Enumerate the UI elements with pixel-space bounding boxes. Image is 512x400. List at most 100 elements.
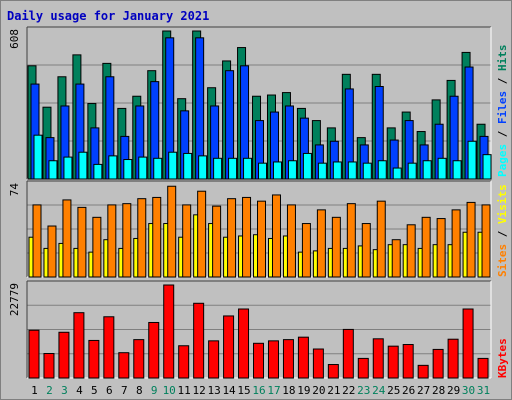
legend-separator: / [496,224,509,244]
sites-bar [47,225,57,278]
kbytes-bar [103,316,115,379]
pages-bar [228,157,238,180]
kbytes-bar [58,331,70,379]
day-label: 6 [106,384,113,397]
day-label: 16 [252,384,265,397]
legend-separator: / [496,124,509,144]
kbytes-bar [88,339,100,379]
pages-bar [153,157,163,180]
kbytes-bar [178,345,190,379]
day-label: 14 [222,384,236,397]
day-label: 28 [432,384,445,397]
kbytes-bar [357,357,369,379]
day-label: 1 [31,384,38,397]
pages-bar [467,140,477,180]
legend-separator: / [496,71,509,91]
day-label: 18 [282,384,295,397]
kbytes-bar [267,340,279,379]
day-label: 19 [297,384,310,397]
pages-bar [78,151,88,180]
sites-bar [466,201,476,278]
day-label: 5 [91,384,98,397]
kbytes-bar [133,339,145,379]
sites-bar [421,216,431,278]
kbytes-panel: 22779 [8,280,492,379]
kbytes-bar [253,342,265,379]
legend-kbytes: KBytes [496,338,509,378]
chart-title: Daily usage for January 2021 [7,9,209,23]
legend-visits: Visits [496,184,509,224]
sites-bar [107,204,117,278]
sites-bar [182,204,192,278]
pages-bar [317,162,327,180]
pages-bar [407,162,417,180]
day-label: 12 [193,384,206,397]
kbytes-bar [312,348,324,379]
hits-files-pages-panel: 608 [8,26,492,180]
day-label: 30 [462,384,475,397]
day-label: 21 [327,384,340,397]
sites-bar [92,216,102,278]
sites-bar [331,216,341,278]
sites-bar [361,223,371,278]
day-label: 4 [76,384,83,397]
pages-bar [362,162,372,180]
pages-bar [63,156,73,180]
pages-bar [302,152,312,180]
sites-bar [481,204,491,278]
pages-bar [243,157,253,180]
day-label: 31 [477,384,490,397]
y-max-label: 22779 [8,283,21,316]
day-label: 10 [163,384,176,397]
day-label: 2 [46,384,53,397]
sites-bar [376,200,386,278]
day-label: 25 [387,384,400,397]
kbytes-bar [148,321,160,379]
pages-bar [213,157,223,180]
kbytes-bar [118,352,130,379]
pages-bar [33,134,43,180]
pages-bar [138,156,148,180]
day-label: 22 [342,384,355,397]
day-label: 8 [136,384,143,397]
sites-bar [227,198,237,278]
sites-bar [346,203,356,278]
pages-bar [347,161,357,180]
sites-bar [406,224,416,278]
sites-bar [137,198,147,278]
pages-bar [287,160,297,180]
pages-bar [422,160,432,180]
legend-hits-files-pages: Pages / Files / Hits [496,45,509,178]
day-label: 26 [402,384,415,397]
kbytes-bar [28,329,40,379]
day-label: 24 [372,384,386,397]
legend-files: Files [496,91,509,124]
day-label: 17 [267,384,280,397]
pages-bar [198,155,208,180]
sites-bar [212,205,222,278]
pages-bar [93,163,103,180]
day-label: 3 [61,384,68,397]
pages-bar [258,162,268,180]
kbytes-bar [43,353,55,379]
sites-bar [242,196,252,278]
pages-bar [123,159,133,180]
kbytes-bar [297,336,309,379]
pages-bar [437,157,447,180]
pages-bar [452,160,462,180]
kbytes-bar [477,357,489,379]
pages-bar [332,161,342,180]
day-label: 29 [447,384,460,397]
kbytes-bar [462,308,474,379]
sites-bar [316,209,326,278]
y-max-label: 74 [8,183,21,197]
legend-kbytes: KBytes [496,338,509,378]
day-label: 23 [357,384,370,397]
pages-bar [168,151,178,180]
pages-bar [48,160,58,180]
legend-pages: Pages [496,144,509,177]
day-label: 11 [178,384,191,397]
sites-bar [451,209,461,278]
